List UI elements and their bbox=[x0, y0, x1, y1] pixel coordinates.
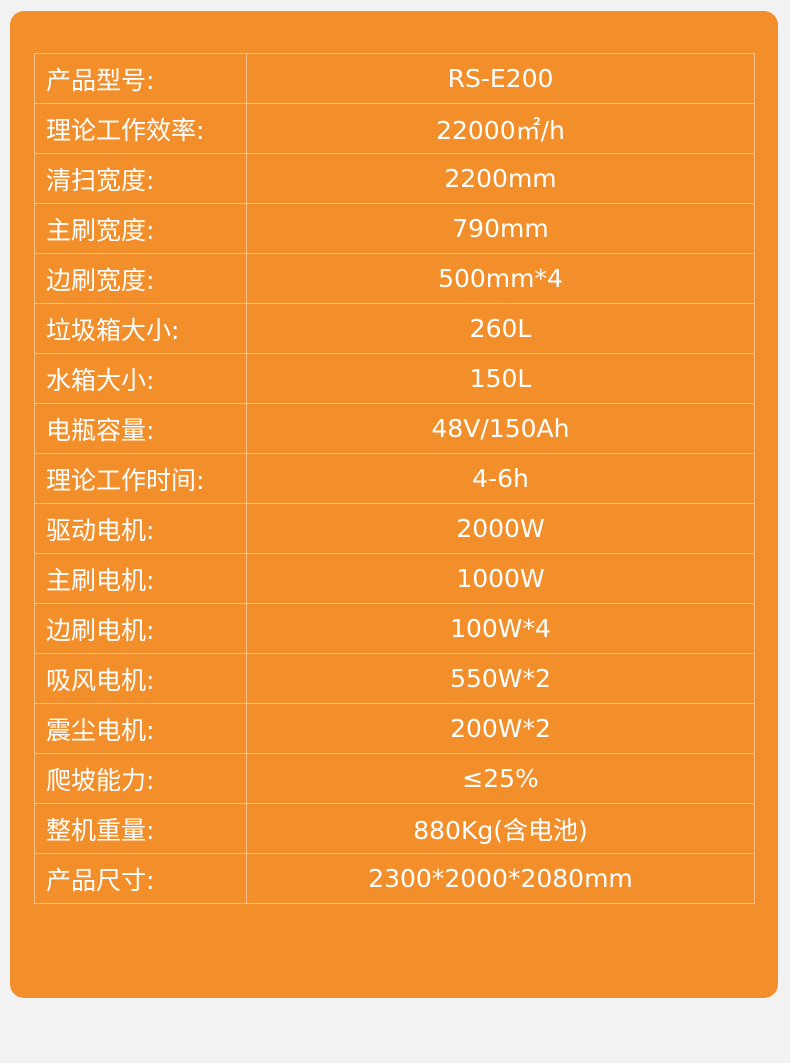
spec-value: 200W*2 bbox=[246, 703, 755, 754]
spec-value: 22000㎡/h bbox=[246, 103, 755, 154]
spec-row: 震尘电机: 200W*2 bbox=[34, 703, 755, 754]
spec-value: 550W*2 bbox=[246, 653, 755, 704]
spec-label: 吸风电机: bbox=[34, 653, 247, 704]
spec-label: 产品型号: bbox=[34, 53, 247, 104]
spec-value: 1000W bbox=[246, 553, 755, 604]
spec-value: 48V/150Ah bbox=[246, 403, 755, 454]
spec-value: RS-E200 bbox=[246, 53, 755, 104]
spec-value: ≤25% bbox=[246, 753, 755, 804]
spec-row: 清扫宽度: 2200mm bbox=[34, 153, 755, 204]
spec-row: 驱动电机: 2000W bbox=[34, 503, 755, 554]
spec-label: 水箱大小: bbox=[34, 353, 247, 404]
spec-value: 790mm bbox=[246, 203, 755, 254]
spec-row: 爬坡能力: ≤25% bbox=[34, 753, 755, 804]
spec-label: 主刷宽度: bbox=[34, 203, 247, 254]
spec-value: 880Kg(含电池) bbox=[246, 803, 755, 854]
spec-value: 150L bbox=[246, 353, 755, 404]
spec-row: 电瓶容量: 48V/150Ah bbox=[34, 403, 755, 454]
spec-label: 垃圾箱大小: bbox=[34, 303, 247, 354]
spec-value: 2300*2000*2080mm bbox=[246, 853, 755, 904]
spec-label: 主刷电机: bbox=[34, 553, 247, 604]
spec-label: 整机重量: bbox=[34, 803, 247, 854]
spec-label: 清扫宽度: bbox=[34, 153, 247, 204]
spec-row: 边刷宽度: 500mm*4 bbox=[34, 253, 755, 304]
spec-label: 理论工作时间: bbox=[34, 453, 247, 504]
spec-value: 260L bbox=[246, 303, 755, 354]
spec-value: 100W*4 bbox=[246, 603, 755, 654]
spec-label: 震尘电机: bbox=[34, 703, 247, 754]
spec-label: 边刷宽度: bbox=[34, 253, 247, 304]
spec-label: 电瓶容量: bbox=[34, 403, 247, 454]
spec-value: 2000W bbox=[246, 503, 755, 554]
spec-value: 4-6h bbox=[246, 453, 755, 504]
spec-card: 产品型号: RS-E200 理论工作效率: 22000㎡/h 清扫宽度: 2200mm 主刷… bbox=[10, 11, 778, 998]
spec-label: 理论工作效率: bbox=[34, 103, 247, 154]
spec-table: 产品型号: RS-E200 理论工作效率: 22000㎡/h 清扫宽度: 2200mm 主刷… bbox=[34, 53, 755, 904]
spec-label: 边刷电机: bbox=[34, 603, 247, 654]
spec-label: 驱动电机: bbox=[34, 503, 247, 554]
spec-row: 垃圾箱大小: 260L bbox=[34, 303, 755, 354]
spec-row: 水箱大小: 150L bbox=[34, 353, 755, 404]
spec-value: 2200mm bbox=[246, 153, 755, 204]
spec-row: 边刷电机: 100W*4 bbox=[34, 603, 755, 654]
spec-row: 主刷电机: 1000W bbox=[34, 553, 755, 604]
spec-row: 理论工作效率: 22000㎡/h bbox=[34, 103, 755, 154]
spec-row: 产品型号: RS-E200 bbox=[34, 53, 755, 104]
spec-label: 爬坡能力: bbox=[34, 753, 247, 804]
spec-row: 整机重量: 880Kg(含电池) bbox=[34, 803, 755, 854]
spec-row: 产品尺寸: 2300*2000*2080mm bbox=[34, 853, 755, 904]
spec-row: 理论工作时间: 4-6h bbox=[34, 453, 755, 504]
spec-value: 500mm*4 bbox=[246, 253, 755, 304]
spec-row: 吸风电机: 550W*2 bbox=[34, 653, 755, 704]
spec-row: 主刷宽度: 790mm bbox=[34, 203, 755, 254]
spec-label: 产品尺寸: bbox=[34, 853, 247, 904]
